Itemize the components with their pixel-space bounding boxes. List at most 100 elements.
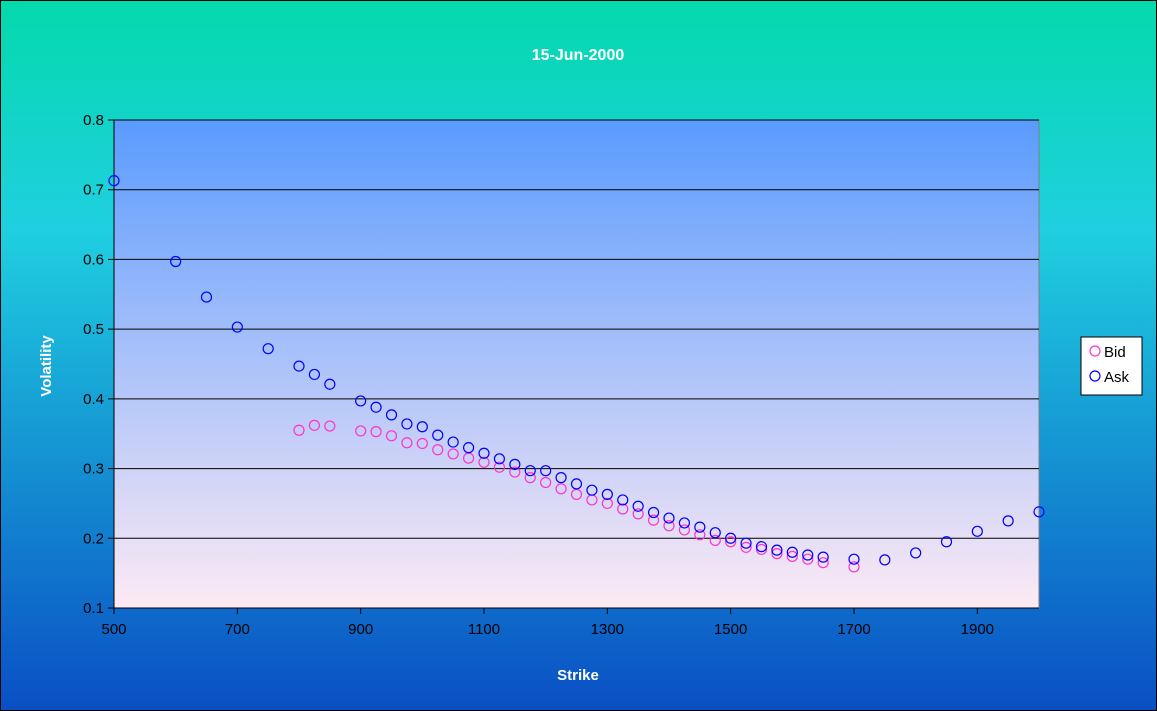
data-point-bid: [385, 430, 398, 442]
data-point-bid: [540, 476, 552, 489]
y-tick-label: 0.7: [83, 182, 104, 199]
data-point-ask: [879, 554, 891, 566]
data-point-ask: [786, 546, 798, 558]
data-point-ask: [293, 360, 305, 372]
legend-label: Bid: [1104, 344, 1126, 361]
data-point-bid: [555, 483, 567, 495]
data-point-bid: [324, 420, 336, 432]
data-point-bid: [817, 557, 829, 569]
data-point-ask: [678, 517, 691, 529]
data-point-bid: [786, 550, 798, 563]
data-point-bid: [493, 461, 506, 473]
data-point-ask: [231, 321, 243, 333]
data-point-ask: [570, 478, 583, 490]
data-point-ask: [108, 175, 120, 187]
data-point-ask: [462, 442, 475, 454]
data-point-ask: [725, 532, 737, 544]
data-point-ask: [848, 553, 860, 565]
data-point-ask: [617, 494, 629, 506]
legend-item-ask: Ask: [1089, 369, 1130, 386]
data-point-ask: [910, 547, 922, 559]
data-point-bid: [370, 426, 382, 438]
data-point-ask: [940, 536, 953, 548]
data-point-ask: [540, 465, 552, 477]
data-point-ask: [555, 472, 567, 484]
x-tick-label: 1700: [837, 621, 870, 638]
axes: [113, 120, 1039, 609]
data-point-bid: [694, 529, 706, 541]
data-point-bid: [478, 456, 490, 468]
legend-label: Ask: [1104, 369, 1130, 386]
x-tick-label: 700: [225, 621, 250, 638]
data-point-ask: [308, 368, 321, 381]
data-point-ask: [632, 500, 644, 512]
data-point-ask: [432, 429, 444, 441]
x-axis-ticks: 500 700 900 1100 1300 1500 1700 1900: [101, 608, 994, 638]
data-point-bid: [509, 466, 521, 478]
y-tick-label: 0.3: [83, 461, 104, 478]
data-point-bid: [678, 524, 691, 536]
data-point-bid: [771, 548, 783, 560]
data-point-bid: [447, 448, 459, 460]
data-point-ask: [524, 465, 536, 477]
data-point-ask: [586, 484, 598, 496]
data-point-bid: [709, 534, 721, 546]
data-point-ask: [709, 527, 721, 539]
data-point-bid: [355, 425, 367, 437]
data-point-ask: [170, 255, 182, 268]
data-point-ask: [740, 537, 752, 549]
data-series: [108, 175, 1045, 573]
x-tick-label: 1500: [714, 621, 747, 638]
data-point-bid: [617, 503, 629, 515]
legend-item-bid: Bid: [1089, 344, 1126, 361]
data-point-bid: [725, 536, 737, 548]
legend-box: [1080, 336, 1143, 396]
data-point-ask: [370, 401, 382, 413]
data-point-ask: [509, 458, 521, 470]
y-tick-label: 0.8: [83, 112, 104, 129]
x-tick-label: 900: [348, 621, 373, 638]
data-point-bid: [524, 472, 536, 484]
x-tick-label: 1900: [961, 621, 994, 638]
data-point-ask: [385, 409, 398, 421]
data-point-bid: [293, 424, 305, 436]
y-tick-label: 0.2: [83, 530, 104, 547]
y-axis-title: Volatility: [38, 335, 55, 397]
data-point-bid: [601, 497, 613, 510]
data-point-bid: [632, 508, 644, 520]
data-point-bid: [308, 419, 321, 431]
data-point-ask: [771, 544, 783, 556]
data-point-ask: [493, 453, 506, 465]
y-tick-label: 0.5: [83, 321, 104, 338]
data-point-ask: [817, 551, 829, 563]
data-point-ask: [755, 541, 768, 553]
legend-marker: [1089, 345, 1101, 357]
series-ask: [108, 175, 1045, 566]
data-point-ask: [401, 418, 413, 430]
data-point-ask: [478, 447, 490, 459]
x-axis-title: Strike: [557, 667, 599, 684]
data-point-ask: [416, 421, 428, 433]
plot-area: [113, 119, 1040, 609]
chart-title: 15-Jun-2000: [532, 47, 625, 64]
x-tick-label: 500: [101, 621, 126, 638]
legend: Bid Ask: [1080, 336, 1143, 396]
data-point-ask: [324, 378, 336, 390]
data-point-bid: [401, 437, 413, 449]
y-axis-ticks: 0.1 0.2 0.3 0.4 0.5 0.6 0.7 0.8: [83, 112, 114, 617]
data-point-ask: [200, 291, 213, 303]
data-point-bid: [416, 437, 428, 450]
data-point-bid: [740, 541, 752, 553]
data-point-ask: [355, 395, 367, 407]
data-point-bid: [663, 520, 675, 532]
x-tick-label: 1300: [591, 621, 624, 638]
data-point-ask: [447, 436, 459, 448]
data-point-ask: [601, 488, 613, 500]
data-point-bid: [755, 543, 768, 556]
data-point-bid: [848, 561, 860, 573]
data-point-ask: [663, 512, 675, 524]
y-tick-label: 0.4: [83, 391, 104, 408]
data-point-ask: [1033, 506, 1045, 518]
